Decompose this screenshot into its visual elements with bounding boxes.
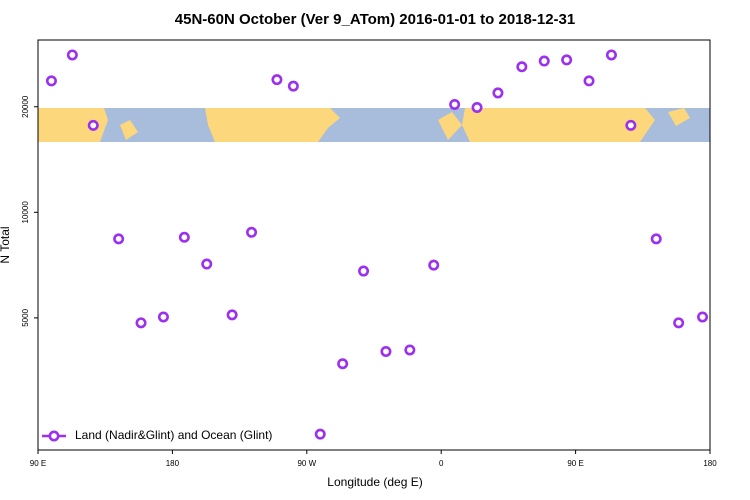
data-point bbox=[226, 309, 238, 321]
y-tick-label: 10000 bbox=[21, 201, 30, 224]
data-point bbox=[471, 102, 483, 114]
data-point bbox=[605, 49, 617, 61]
data-point bbox=[428, 259, 440, 271]
data-point bbox=[45, 75, 57, 87]
data-point bbox=[66, 49, 78, 61]
x-tick-label: 90 W bbox=[297, 459, 316, 468]
data-point bbox=[449, 98, 461, 110]
map-band bbox=[38, 108, 710, 142]
data-point bbox=[404, 344, 416, 356]
data-point bbox=[358, 265, 370, 277]
legend-label: Land (Nadir&Glint) and Ocean (Glint) bbox=[75, 428, 272, 442]
data-point bbox=[673, 317, 685, 329]
data-point bbox=[561, 54, 573, 66]
data-point bbox=[271, 74, 283, 86]
data-point bbox=[113, 233, 125, 245]
data-point bbox=[135, 317, 147, 329]
chart-title: 45N-60N October (Ver 9_ATom) 2016-01-01 … bbox=[175, 11, 575, 28]
data-point bbox=[583, 75, 595, 87]
plot-frame bbox=[37, 39, 711, 451]
x-tick-label: 0 bbox=[439, 459, 444, 468]
y-tick-label: 5000 bbox=[21, 308, 30, 326]
y-axis-label: N Total bbox=[0, 226, 12, 263]
data-point bbox=[246, 226, 258, 238]
data-point bbox=[650, 233, 662, 245]
y-tick-label: 20000 bbox=[21, 95, 30, 118]
data-point bbox=[492, 87, 504, 99]
data-point bbox=[697, 311, 709, 323]
data-point bbox=[178, 231, 190, 243]
data-point bbox=[516, 61, 528, 73]
data-point bbox=[337, 358, 349, 370]
x-tick-label: 180 bbox=[703, 459, 717, 468]
data-point bbox=[314, 428, 326, 440]
data-point bbox=[201, 258, 213, 270]
data-point bbox=[538, 55, 550, 67]
data-point bbox=[625, 119, 637, 131]
data-point bbox=[87, 119, 99, 131]
data-point bbox=[287, 80, 299, 92]
legend-marker bbox=[48, 430, 60, 442]
x-tick-label: 180 bbox=[166, 459, 180, 468]
data-point bbox=[157, 311, 169, 323]
data-point bbox=[380, 345, 392, 357]
x-tick-label: 90 E bbox=[30, 459, 46, 468]
x-tick-label: 90 E bbox=[567, 459, 583, 468]
x-axis-label: Longitude (deg E) bbox=[327, 475, 422, 489]
